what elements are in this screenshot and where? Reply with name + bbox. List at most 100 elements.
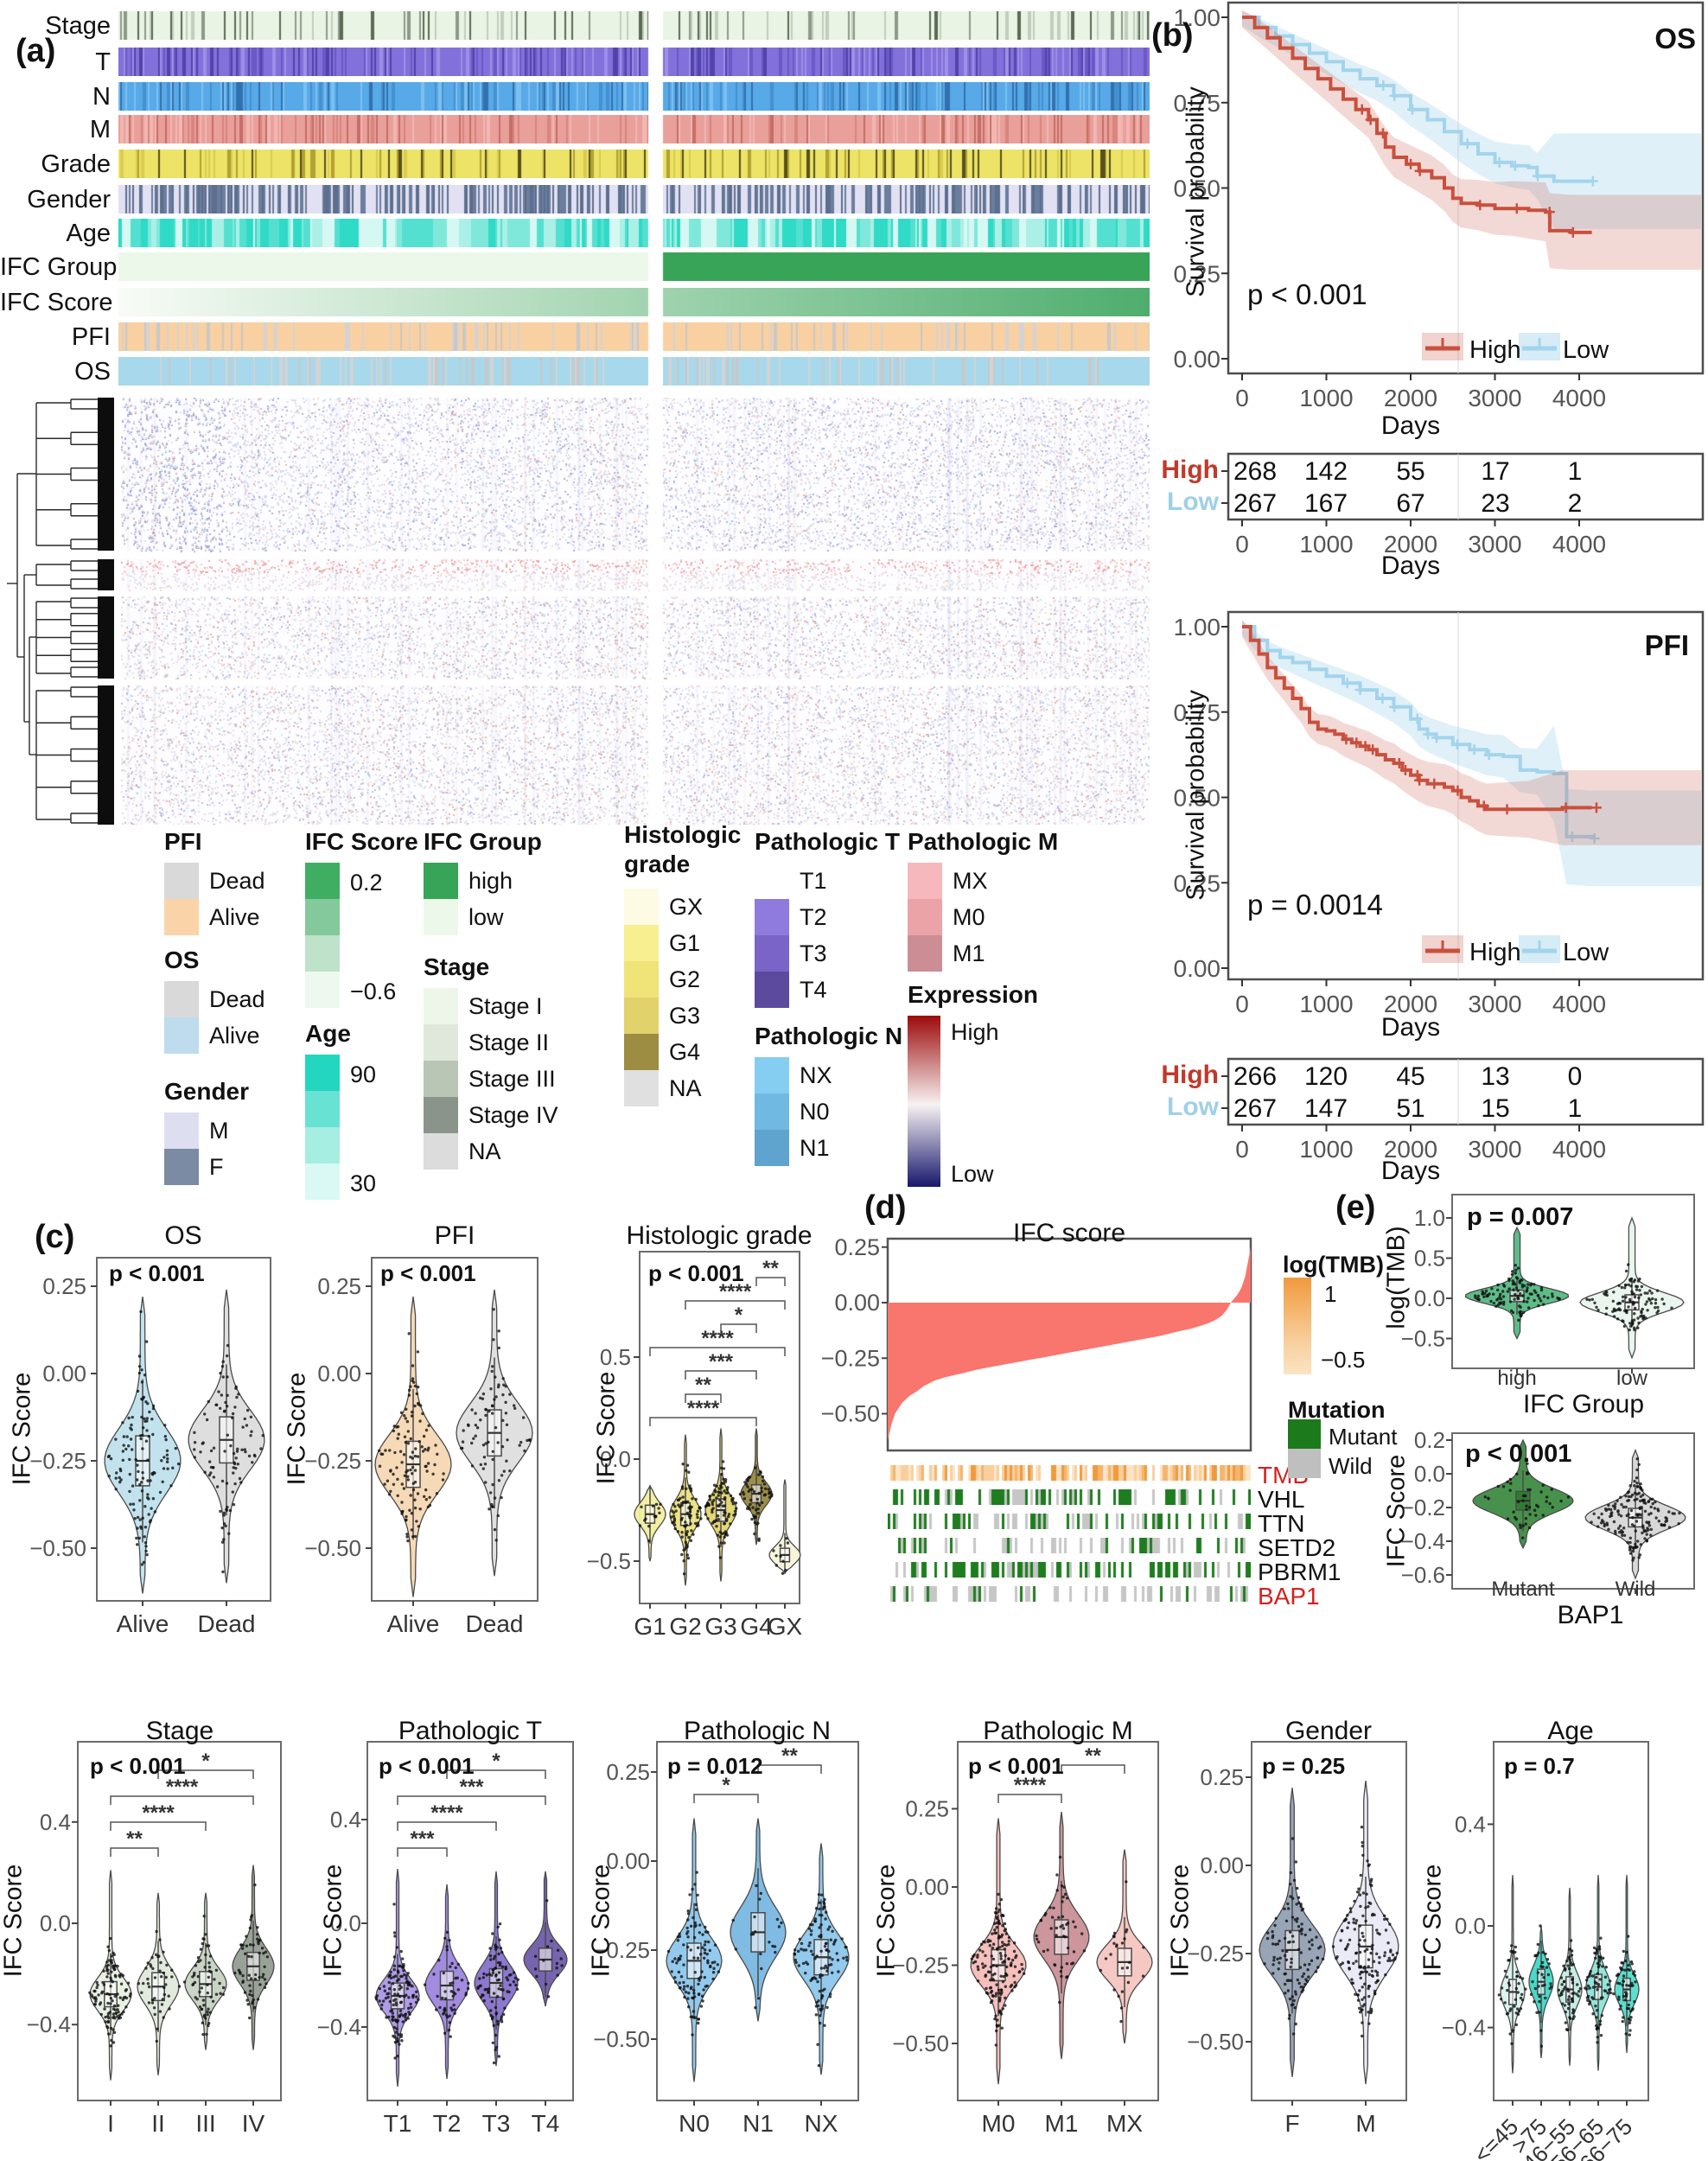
wild-swatch bbox=[1288, 1449, 1321, 1478]
svg-text:0.00: 0.00 bbox=[1174, 955, 1221, 982]
legend-item-label: Stage IV bbox=[468, 1102, 558, 1128]
svg-text:0.50: 0.50 bbox=[1174, 175, 1221, 202]
annotation-strip-grade bbox=[118, 150, 1150, 178]
svg-text:4000: 4000 bbox=[1552, 991, 1606, 1017]
legend-title2-histologic_grade: grade bbox=[624, 851, 691, 877]
svg-text:3000: 3000 bbox=[1468, 385, 1521, 411]
svg-text:1000: 1000 bbox=[1299, 1136, 1353, 1163]
svg-text:0.75: 0.75 bbox=[1174, 699, 1221, 726]
svg-text:1000: 1000 bbox=[1299, 531, 1353, 558]
significance-stars: **** bbox=[701, 1327, 734, 1350]
pfi-table-row-low: Low bbox=[1167, 1093, 1219, 1121]
svg-text:0.2: 0.2 bbox=[1414, 1427, 1445, 1453]
legend-title-ifc_score: IFC Score bbox=[305, 828, 418, 855]
annotation-strip-os bbox=[118, 357, 1150, 386]
legend-item-label: Alive bbox=[209, 904, 260, 930]
expression-heatmap bbox=[121, 398, 1150, 825]
svg-text:−0.4: −0.4 bbox=[1442, 2015, 1486, 2041]
legend-swatch-gender-F bbox=[164, 1149, 199, 1185]
annotation-strip-ifc-group bbox=[118, 252, 1150, 281]
risk-count: 45 bbox=[1396, 1062, 1424, 1091]
violin-t-title: Pathologic T bbox=[398, 1717, 543, 1745]
panel-a-label: (a) bbox=[16, 33, 56, 69]
violin-stage-ylabel: IFC Score bbox=[0, 1864, 28, 1978]
significance-stars: * bbox=[492, 1750, 500, 1773]
svg-text:0.50: 0.50 bbox=[1174, 785, 1221, 812]
violin-os-ylabel: IFC Score bbox=[8, 1372, 36, 1486]
panel-c-label: (c) bbox=[35, 1219, 75, 1255]
violin-cat-label: M bbox=[1355, 2110, 1375, 2137]
tmb-legend-title: log(TMB) bbox=[1283, 1252, 1384, 1278]
legend-item-label: GX bbox=[669, 894, 704, 920]
legend-title-age: Age bbox=[305, 1020, 351, 1047]
svg-text:−0.6: −0.6 bbox=[1401, 1562, 1445, 1588]
svg-text:0: 0 bbox=[1235, 385, 1249, 411]
legend-item-label: MX bbox=[953, 868, 988, 894]
violin-cat-label: I bbox=[107, 2110, 114, 2137]
svg-text:0.25: 0.25 bbox=[905, 1796, 949, 1822]
svg-text:1.0: 1.0 bbox=[1414, 1205, 1445, 1231]
legend-bar-bottom-label: −0.6 bbox=[350, 979, 397, 1004]
legend-swatch-histologic_grade-G4 bbox=[624, 1034, 659, 1070]
significance-stars: **** bbox=[687, 1397, 720, 1420]
annotation-strip-age bbox=[118, 219, 1150, 247]
annotation-row-label-m: M bbox=[89, 116, 111, 143]
svg-text:0.00: 0.00 bbox=[1174, 346, 1221, 373]
significance-stars: ** bbox=[1085, 1744, 1101, 1768]
svg-text:−0.5: −0.5 bbox=[1401, 1326, 1445, 1352]
violin-cat-label: T3 bbox=[482, 2110, 511, 2137]
svg-text:3000: 3000 bbox=[1468, 991, 1521, 1017]
legend-swatch-histologic_grade-NA bbox=[624, 1070, 659, 1106]
legend-item-label: Dead bbox=[209, 986, 265, 1012]
risk-count: 167 bbox=[1304, 489, 1348, 518]
legend-item-label: low bbox=[468, 904, 504, 930]
legend-bar-cell bbox=[305, 863, 340, 899]
ifc-score-waterfall bbox=[888, 1246, 1251, 1441]
svg-text:0.4: 0.4 bbox=[330, 1807, 361, 1833]
svg-text:1.00: 1.00 bbox=[1174, 4, 1221, 31]
violin-cat-label: III bbox=[195, 2110, 215, 2137]
km-pfi-title: PFI bbox=[1644, 629, 1689, 661]
km-os-legend-low: Low bbox=[1563, 336, 1609, 364]
panel-d-label: (d) bbox=[864, 1189, 907, 1226]
svg-text:1.00: 1.00 bbox=[1174, 614, 1221, 641]
svg-text:4000: 4000 bbox=[1552, 385, 1606, 411]
svg-text:4000: 4000 bbox=[1552, 1136, 1606, 1163]
svg-text:−0.25: −0.25 bbox=[892, 1953, 949, 1979]
svg-text:0.5: 0.5 bbox=[600, 1344, 631, 1370]
legend-bar-cell bbox=[305, 1163, 340, 1200]
svg-text:0.0: 0.0 bbox=[330, 1910, 361, 1936]
svg-text:0.75: 0.75 bbox=[1174, 90, 1221, 117]
annotation-strip-ifc-score bbox=[118, 288, 1150, 316]
km-os-title: OS bbox=[1654, 22, 1696, 54]
legend-item-label: G3 bbox=[669, 1003, 701, 1029]
legend-title-pfi: PFI bbox=[164, 828, 202, 855]
mutation-legend-mutant: Mutant bbox=[1329, 1424, 1398, 1450]
significance-stars: **** bbox=[142, 1801, 175, 1825]
legend-item-label: N0 bbox=[800, 1099, 830, 1125]
annotation-strip-stage bbox=[118, 11, 1150, 40]
legend-swatch-pathologic_t-T2 bbox=[755, 899, 789, 935]
annotation-row-label-grade: Grade bbox=[41, 150, 111, 178]
svg-text:0.0: 0.0 bbox=[600, 1446, 631, 1472]
significance-stars: ** bbox=[762, 1257, 779, 1280]
svg-text:3000: 3000 bbox=[1468, 531, 1521, 558]
legend-item-label: Stage II bbox=[468, 1030, 550, 1055]
legend-swatch-pathologic_m-MX bbox=[908, 863, 942, 899]
svg-text:1000: 1000 bbox=[1299, 991, 1353, 1017]
svg-text:0.25: 0.25 bbox=[1174, 260, 1221, 287]
svg-text:−0.4: −0.4 bbox=[27, 2011, 71, 2037]
risk-count: 142 bbox=[1304, 457, 1348, 486]
annotation-strip-gender bbox=[118, 185, 1150, 214]
expression-low-label: Low bbox=[951, 1161, 994, 1187]
legend-swatch-gender-M bbox=[164, 1112, 199, 1149]
legend-item-label: NA bbox=[669, 1075, 702, 1101]
violin-n-title: Pathologic N bbox=[683, 1717, 832, 1745]
legend-swatch-pathologic_n-N1 bbox=[755, 1130, 789, 1166]
annotation-row-label-ifc-score: IFC Score bbox=[0, 289, 113, 316]
legend-bar-cell bbox=[305, 1127, 340, 1163]
legend-swatch-pathologic_t-T1 bbox=[755, 863, 789, 899]
legend-item-label: G2 bbox=[669, 966, 701, 992]
km-os-pvalue: p < 0.001 bbox=[1247, 278, 1367, 310]
legend-bar-cell bbox=[305, 972, 340, 1008]
